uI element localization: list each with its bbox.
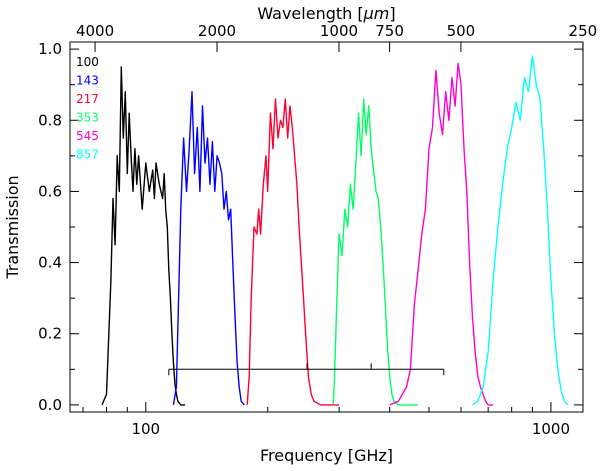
top-tick-label: 1000 <box>320 22 358 40</box>
plot-frame <box>69 41 584 413</box>
legend-entry-143: 143 <box>76 74 99 88</box>
legend-entry-857: 857 <box>76 148 99 162</box>
top-tick-label: 500 <box>447 22 476 40</box>
y-tick-label: 0.0 <box>38 396 62 414</box>
y-tick-label: 1.0 <box>38 40 62 58</box>
y-tick-label: 0.4 <box>38 254 62 272</box>
series-line-217 <box>246 98 340 406</box>
x-tick-label: 1000 <box>532 420 570 438</box>
top-tick-label: 750 <box>375 22 404 40</box>
legend-entry-217: 217 <box>76 92 99 106</box>
series-line-143 <box>172 91 245 406</box>
top-tick-label: 2000 <box>198 22 236 40</box>
series-line-857 <box>472 55 569 406</box>
legend-entry-353: 353 <box>76 111 99 125</box>
series-line-545 <box>389 62 494 406</box>
x-axis-title: Frequency [GHz] <box>260 446 393 465</box>
y-tick-label: 0.2 <box>38 325 62 343</box>
y-tick-label: 0.6 <box>38 182 62 200</box>
series-line-353 <box>332 98 419 406</box>
plot-layer: 0.0 0.2 0.4 0.6 0.8 1.0 100 1000 4000 2000 1000 750… <box>3 4 597 465</box>
series-line-100 <box>101 66 186 406</box>
legend-entry-545: 545 <box>76 129 99 143</box>
top-tick-label: 4000 <box>76 22 114 40</box>
top-tick-label: 250 <box>569 22 598 40</box>
x-tick-label: 100 <box>131 420 160 438</box>
legend-entry-100: 100 <box>76 55 99 69</box>
y-tick-label: 0.8 <box>38 111 62 129</box>
y-axis-title: Transmission <box>3 175 22 279</box>
top-axis-title: Wavelength [μm] <box>257 4 395 23</box>
